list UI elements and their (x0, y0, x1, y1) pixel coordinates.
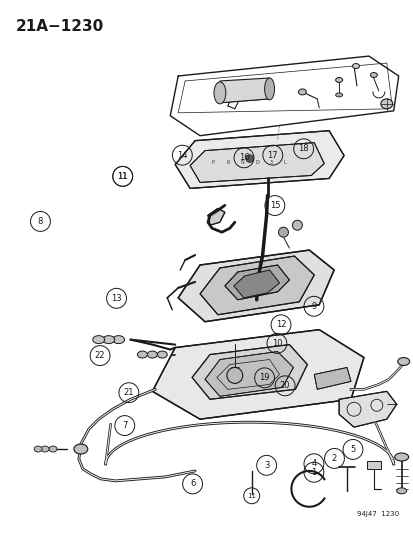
Text: 7: 7 (122, 421, 127, 430)
Text: 16: 16 (238, 154, 249, 163)
Ellipse shape (157, 351, 167, 358)
Polygon shape (338, 391, 396, 427)
Text: 4: 4 (311, 459, 316, 469)
Text: 19: 19 (259, 373, 269, 382)
Polygon shape (178, 250, 333, 322)
Text: 1: 1 (311, 468, 316, 477)
Text: 5: 5 (349, 445, 355, 454)
Text: 15: 15 (269, 201, 280, 210)
Ellipse shape (335, 93, 342, 97)
Polygon shape (152, 330, 363, 419)
Text: 20: 20 (279, 381, 290, 390)
Circle shape (226, 367, 242, 383)
Polygon shape (366, 461, 380, 469)
Ellipse shape (112, 336, 124, 344)
Polygon shape (175, 131, 343, 188)
Polygon shape (313, 367, 350, 389)
Ellipse shape (49, 446, 57, 452)
Ellipse shape (335, 77, 342, 83)
Text: 2: 2 (331, 454, 336, 463)
Text: 21: 21 (123, 388, 134, 397)
Text: 11: 11 (117, 172, 128, 181)
Ellipse shape (41, 446, 49, 452)
Text: 3: 3 (263, 461, 269, 470)
Ellipse shape (298, 89, 306, 95)
Text: 18: 18 (298, 144, 308, 154)
Ellipse shape (102, 336, 114, 344)
Ellipse shape (147, 351, 157, 358)
Text: 8: 8 (38, 217, 43, 226)
Text: N: N (240, 160, 244, 165)
Polygon shape (233, 270, 279, 298)
Ellipse shape (34, 446, 42, 452)
Polygon shape (204, 352, 293, 397)
Polygon shape (207, 208, 224, 225)
Circle shape (292, 220, 301, 230)
Text: 11: 11 (247, 493, 256, 499)
Text: 9: 9 (311, 302, 316, 311)
Ellipse shape (214, 82, 225, 104)
Text: L: L (282, 160, 285, 165)
Polygon shape (224, 265, 289, 300)
Ellipse shape (397, 358, 408, 366)
Text: 22: 22 (95, 351, 105, 360)
Polygon shape (219, 78, 269, 103)
Text: R: R (225, 160, 229, 165)
Ellipse shape (264, 78, 274, 100)
Text: D: D (255, 160, 259, 165)
Polygon shape (192, 345, 306, 399)
Text: 17: 17 (267, 151, 278, 160)
Text: 14: 14 (177, 151, 187, 160)
Text: 10: 10 (271, 339, 282, 348)
Text: 21A−1230: 21A−1230 (15, 19, 103, 34)
Text: 11: 11 (117, 172, 128, 181)
Ellipse shape (370, 72, 376, 77)
Text: P: P (211, 160, 214, 165)
Text: 3: 3 (269, 160, 273, 165)
Ellipse shape (137, 351, 147, 358)
Circle shape (278, 227, 288, 237)
Ellipse shape (74, 444, 88, 454)
Ellipse shape (380, 99, 392, 109)
Ellipse shape (93, 336, 104, 344)
Ellipse shape (394, 453, 408, 461)
Ellipse shape (351, 63, 358, 69)
Circle shape (245, 155, 253, 163)
Text: 12: 12 (275, 320, 285, 329)
Polygon shape (199, 256, 313, 315)
Text: 6: 6 (190, 479, 195, 488)
Ellipse shape (396, 488, 406, 494)
Text: 94J47  1230: 94J47 1230 (356, 511, 398, 516)
Polygon shape (190, 143, 323, 182)
Text: 13: 13 (111, 294, 121, 303)
